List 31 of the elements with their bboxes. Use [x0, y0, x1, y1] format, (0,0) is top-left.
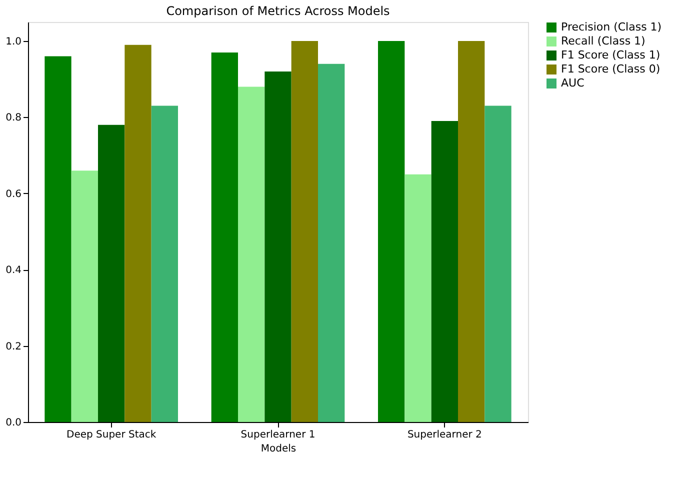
- bar: [318, 64, 345, 422]
- bar: [484, 106, 512, 422]
- y-tick-label: 0.0: [6, 418, 22, 428]
- bar: [151, 106, 178, 422]
- bar: [264, 72, 292, 422]
- x-tick-label: Deep Super Stack: [66, 430, 156, 440]
- legend-label: Recall (Class 1): [561, 34, 646, 48]
- bar: [71, 170, 98, 422]
- x-tick-label: Superlearner 2: [407, 430, 482, 440]
- chart-title: Comparison of Metrics Across Models: [166, 4, 390, 18]
- legend-label: F1 Score (Class 1): [561, 48, 660, 62]
- legend-label: Precision (Class 1): [561, 20, 662, 34]
- x-tick-label: Superlearner 1: [240, 430, 316, 440]
- y-tick-label: 0.8: [6, 112, 22, 124]
- bar: [431, 121, 458, 422]
- bar: [211, 52, 238, 422]
- bar: [124, 44, 152, 422]
- legend-label: AUC: [561, 76, 585, 90]
- y-tick-label: 0.4: [6, 265, 22, 276]
- bar: [44, 56, 72, 422]
- bar: [404, 174, 432, 422]
- y-tick-label: 1.0: [6, 36, 22, 48]
- bar: [378, 41, 405, 422]
- bar: [238, 86, 265, 422]
- y-tick-label: 0.6: [6, 188, 22, 200]
- legend-label: F1 Score (Class 0): [561, 62, 660, 76]
- bar: [98, 124, 125, 422]
- x-axis-title: Models: [260, 444, 296, 454]
- bar: [458, 41, 485, 422]
- y-tick-label: 0.2: [6, 341, 22, 352]
- bar: [291, 41, 318, 422]
